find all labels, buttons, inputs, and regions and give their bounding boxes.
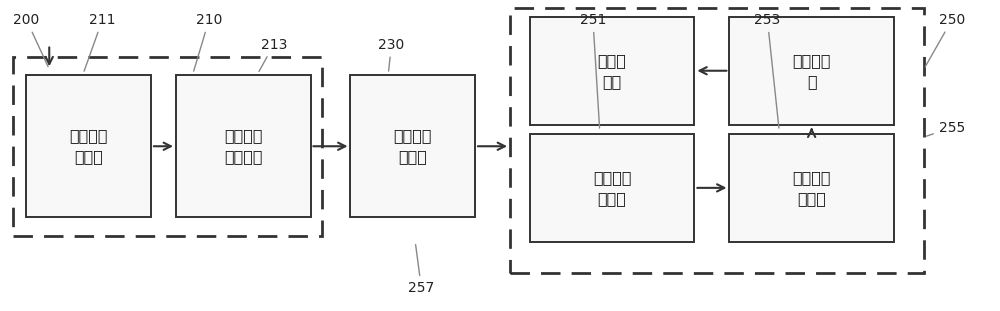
Text: 251: 251 — [580, 13, 606, 128]
Bar — [350, 75, 475, 217]
Text: 200: 200 — [13, 13, 48, 67]
Text: 255: 255 — [926, 121, 965, 136]
Bar — [176, 75, 311, 217]
Text: 257: 257 — [408, 244, 435, 295]
Text: 初始计算
子单元: 初始计算 子单元 — [593, 170, 631, 206]
Text: 211: 211 — [84, 13, 116, 71]
Text: 253: 253 — [754, 13, 781, 128]
Text: 种子点选
取单元: 种子点选 取单元 — [393, 128, 432, 164]
Text: 210: 210 — [194, 13, 222, 71]
Bar — [13, 57, 322, 236]
Bar — [729, 134, 894, 242]
Text: 椎体轴线
定位单元: 椎体轴线 定位单元 — [224, 128, 262, 164]
Text: 循环计算
子单元: 循环计算 子单元 — [792, 170, 831, 206]
Text: 250: 250 — [925, 13, 965, 67]
Text: 优化子
单元: 优化子 单元 — [598, 53, 627, 89]
Bar — [510, 7, 924, 273]
Text: 213: 213 — [259, 38, 287, 72]
Bar — [530, 17, 694, 125]
Bar — [26, 75, 151, 217]
Text: 气管线定
位单元: 气管线定 位单元 — [69, 128, 108, 164]
Bar — [530, 134, 694, 242]
Text: 230: 230 — [378, 38, 405, 71]
Text: 生长子单
元: 生长子单 元 — [792, 53, 831, 89]
Bar — [729, 17, 894, 125]
